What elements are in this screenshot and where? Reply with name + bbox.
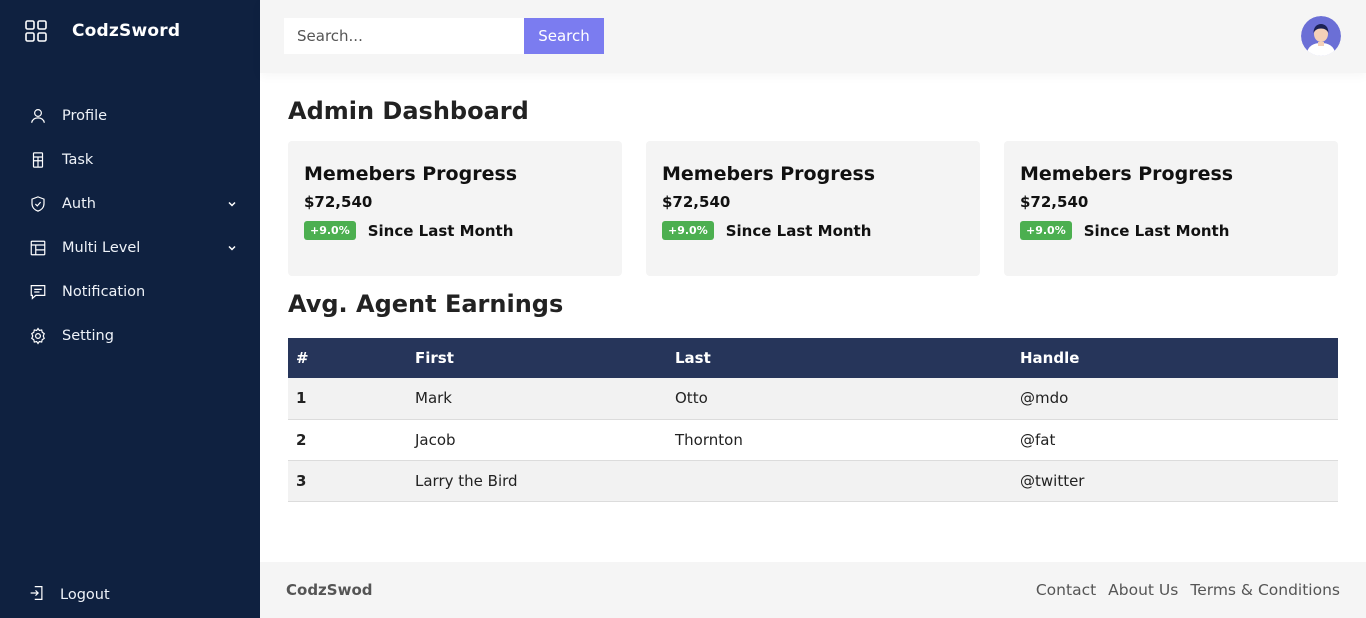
search-button[interactable]: Search <box>524 18 604 54</box>
logout-label: Logout <box>60 587 110 603</box>
card-row: +9.0% Since Last Month <box>662 221 964 240</box>
task-icon <box>28 150 48 170</box>
card-title: Memebers Progress <box>1020 163 1234 185</box>
card-row: +9.0% Since Last Month <box>304 221 606 240</box>
table-cell: 2 <box>288 419 407 461</box>
card-since-text: Since Last Month <box>367 221 514 240</box>
footer-link-about[interactable]: About Us <box>1108 581 1179 599</box>
stat-cards: Memebers Progress $72,540 +9.0% Since La… <box>288 141 1338 276</box>
footer: CodzSwod Contact About Us Terms & Condit… <box>260 562 1366 618</box>
section-title: Avg. Agent Earnings <box>288 290 564 318</box>
table-cell: 3 <box>288 460 407 502</box>
table-cell: @fat <box>1012 419 1338 461</box>
table-cell: Otto <box>667 378 1012 420</box>
search-input[interactable] <box>284 18 524 54</box>
sidebar: CodzSword Profile Task Auth Multi L <box>0 0 260 618</box>
page-title: Admin Dashboard <box>288 97 529 125</box>
card-since-text: Since Last Month <box>725 221 872 240</box>
sidebar-nav: Profile Task Auth Multi Level <box>0 94 260 358</box>
chevron-down-icon[interactable] <box>226 242 238 254</box>
card-title: Memebers Progress <box>304 163 518 185</box>
growth-badge: +9.0% <box>304 221 356 240</box>
logout-icon <box>28 584 46 606</box>
topbar: Search <box>260 0 1366 73</box>
shield-icon <box>28 194 48 214</box>
footer-links: Contact About Us Terms & Conditions <box>1024 581 1340 599</box>
sidebar-item-task[interactable]: Task <box>0 138 260 182</box>
footer-brand: CodzSwod <box>286 581 373 599</box>
stat-card: Memebers Progress $72,540 +9.0% Since La… <box>646 141 980 276</box>
earnings-table: # First Last Handle 1 Mark Otto @mdo 2 J… <box>288 338 1338 502</box>
sidebar-item-profile[interactable]: Profile <box>0 94 260 138</box>
sidebar-item-multi-level[interactable]: Multi Level <box>0 226 260 270</box>
card-value: $72,540 <box>662 193 731 211</box>
table-cell: Mark <box>407 378 667 420</box>
sidebar-item-label: Setting <box>62 328 114 344</box>
main-content: Admin Dashboard Memebers Progress $72,54… <box>288 94 1338 502</box>
user-icon <box>28 106 48 126</box>
message-icon <box>28 282 48 302</box>
user-avatar-icon <box>1301 16 1341 56</box>
table-row: 2 Jacob Thornton @fat <box>288 419 1338 461</box>
column-header: # <box>288 338 407 378</box>
column-header: Handle <box>1012 338 1338 378</box>
table-cell: Thornton <box>667 419 1012 461</box>
growth-badge: +9.0% <box>1020 221 1072 240</box>
card-since-text: Since Last Month <box>1083 221 1230 240</box>
table-header-row: # First Last Handle <box>288 338 1338 378</box>
table-row: 3 Larry the Bird @twitter <box>288 460 1338 502</box>
avatar[interactable] <box>1301 16 1341 56</box>
table-cell: Jacob <box>407 419 667 461</box>
table-cell: @twitter <box>1012 460 1338 502</box>
footer-link-terms[interactable]: Terms & Conditions <box>1190 581 1340 599</box>
sidebar-item-label: Notification <box>62 284 146 300</box>
column-header: Last <box>667 338 1012 378</box>
sidebar-item-label: Auth <box>62 196 96 212</box>
footer-link-contact[interactable]: Contact <box>1035 581 1097 599</box>
card-value: $72,540 <box>1020 193 1089 211</box>
gear-icon <box>28 326 48 346</box>
table-cell: 1 <box>288 378 407 420</box>
brand[interactable]: CodzSword <box>24 16 180 46</box>
chevron-down-icon[interactable] <box>226 198 238 210</box>
stat-card: Memebers Progress $72,540 +9.0% Since La… <box>288 141 622 276</box>
sidebar-item-auth[interactable]: Auth <box>0 182 260 226</box>
sidebar-item-notification[interactable]: Notification <box>0 270 260 314</box>
sidebar-item-setting[interactable]: Setting <box>0 314 260 358</box>
card-row: +9.0% Since Last Month <box>1020 221 1322 240</box>
layout-icon <box>28 238 48 258</box>
table-cell: Larry the Bird <box>407 460 667 502</box>
brand-name: CodzSword <box>72 21 181 41</box>
growth-badge: +9.0% <box>662 221 714 240</box>
table-cell <box>667 460 1012 502</box>
grid-icon <box>25 20 47 42</box>
sidebar-item-label: Profile <box>62 108 108 124</box>
table-cell: @mdo <box>1012 378 1338 420</box>
stat-card: Memebers Progress $72,540 +9.0% Since La… <box>1004 141 1338 276</box>
sidebar-item-label: Task <box>62 152 94 168</box>
logout-button[interactable]: Logout <box>0 575 260 615</box>
table-row: 1 Mark Otto @mdo <box>288 378 1338 420</box>
card-title: Memebers Progress <box>662 163 876 185</box>
column-header: First <box>407 338 667 378</box>
card-value: $72,540 <box>304 193 373 211</box>
sidebar-item-label: Multi Level <box>62 240 141 256</box>
search-form: Search <box>284 18 604 54</box>
